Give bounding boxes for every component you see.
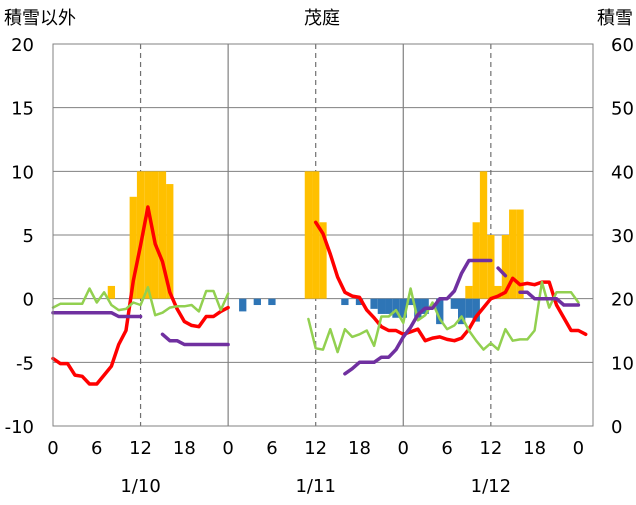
bar <box>355 298 364 306</box>
series-line <box>160 332 230 347</box>
x-axis-hour-label: 0 <box>222 438 233 459</box>
x-axis-date-label: 1/10 <box>120 476 160 497</box>
x-axis-hour-label: 12 <box>479 438 502 459</box>
x-axis-hour-label: 18 <box>523 438 546 459</box>
x-axis-date-label: 1/11 <box>295 476 335 497</box>
series-line <box>518 290 581 307</box>
right-axis-tick-label: 60 <box>611 35 634 56</box>
right-axis-tick-label: 10 <box>611 353 634 374</box>
series-line <box>313 220 588 343</box>
bar <box>239 298 247 312</box>
chart-title: 茂庭 <box>304 8 340 29</box>
x-axis-hour-label: 6 <box>441 438 452 459</box>
right-axis-label: 積雪 <box>597 8 633 29</box>
right-axis-ticks: 0 10 20 30 40 50 60 <box>611 35 634 438</box>
x-axis-date-labels: 1/10 1/11 1/12 <box>120 476 511 497</box>
bar <box>421 298 429 314</box>
bar <box>136 171 145 299</box>
right-axis-tick-label: 0 <box>611 417 622 438</box>
bar <box>385 298 393 314</box>
right-axis-tick-label: 30 <box>611 226 634 247</box>
bar <box>319 222 327 299</box>
bar <box>501 235 510 299</box>
bar <box>465 298 473 318</box>
bar <box>166 184 174 299</box>
x-axis-hour-label: 12 <box>129 438 152 459</box>
x-axis-hour-label: 18 <box>348 438 371 459</box>
series-line <box>496 266 508 278</box>
bar <box>377 298 386 314</box>
bar <box>304 171 313 299</box>
bar <box>399 298 407 318</box>
bar <box>144 171 152 299</box>
bar <box>406 298 415 306</box>
bar <box>509 209 517 299</box>
left-axis-label: 積雪以外 <box>4 8 76 29</box>
x-axis-ticks: 0 6 12 18 0 6 12 18 0 6 12 18 0 <box>47 438 584 459</box>
bars-layer <box>107 171 524 325</box>
x-axis-hour-label: 18 <box>173 438 196 459</box>
x-axis-date-label: 1/12 <box>471 476 511 497</box>
series-line <box>51 310 143 319</box>
plot-area-border <box>52 43 594 427</box>
bar <box>414 298 422 318</box>
bar <box>370 298 378 309</box>
bar <box>472 298 480 322</box>
bar <box>158 171 167 299</box>
bar <box>436 298 444 325</box>
bar <box>341 298 349 306</box>
bar <box>465 285 473 299</box>
x-axis-hour-label: 6 <box>266 438 277 459</box>
bar <box>450 298 458 309</box>
right-axis-tick-label: 50 <box>611 99 634 120</box>
bar <box>494 285 502 299</box>
x-axis-hour-label: 12 <box>304 438 327 459</box>
left-axis-tick-label: -10 <box>5 417 34 438</box>
bar <box>129 196 137 299</box>
series-line <box>51 205 230 386</box>
x-axis-hour-label: 0 <box>573 438 584 459</box>
series-line <box>307 280 580 354</box>
left-axis-tick-label: 0 <box>23 290 34 311</box>
lines-layer <box>51 205 588 386</box>
right-axis-tick-label: 20 <box>611 290 634 311</box>
left-axis-tick-label: 15 <box>11 99 34 120</box>
left-axis-ticks: -10 -5 0 5 10 15 20 <box>5 35 34 438</box>
series-line <box>51 285 230 317</box>
bar <box>487 235 495 299</box>
bar <box>516 209 524 299</box>
x-axis-hour-label: 6 <box>91 438 102 459</box>
right-axis-tick-label: 40 <box>611 162 634 183</box>
bar <box>312 171 320 299</box>
left-axis-tick-label: -5 <box>16 353 34 374</box>
x-axis-hour-label: 0 <box>398 438 409 459</box>
bar <box>479 171 488 299</box>
bar <box>458 298 466 325</box>
left-axis-tick-label: 5 <box>23 226 34 247</box>
bar <box>392 298 400 318</box>
series-line <box>343 258 493 376</box>
bar <box>268 298 276 306</box>
left-axis-tick-label: 20 <box>11 35 34 56</box>
bar <box>107 285 116 299</box>
left-axis-tick-label: 10 <box>11 162 34 183</box>
x-axis-hour-label: 0 <box>47 438 58 459</box>
bar <box>253 298 261 306</box>
